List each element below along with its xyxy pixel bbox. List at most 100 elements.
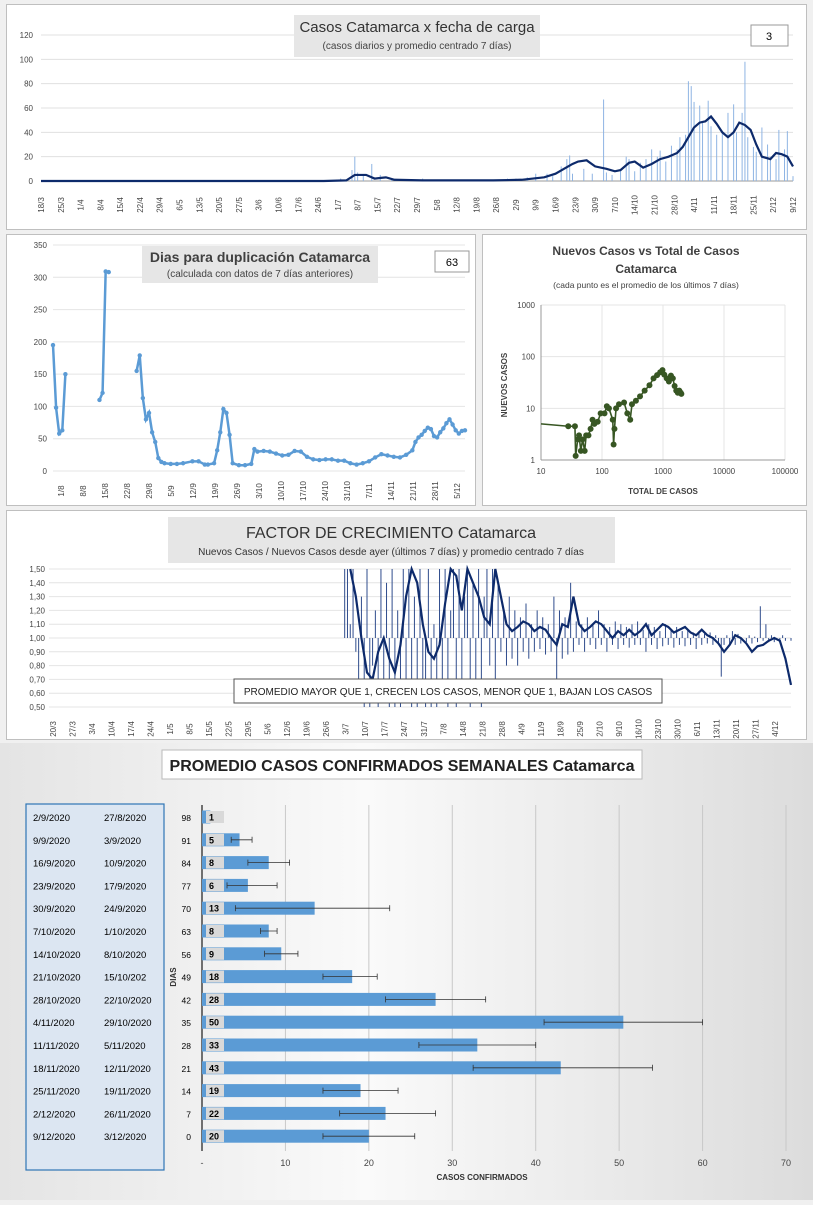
x-tick-label: 100 <box>595 467 609 476</box>
y-tick-label: 350 <box>34 241 48 250</box>
week-start-date: 24/9/2020 <box>104 904 146 915</box>
x-tick-label: 2/10 <box>595 721 604 737</box>
x-tick-label: 5/9 <box>167 485 176 497</box>
doubling-point <box>348 461 353 466</box>
x-tick-label: 15/8 <box>101 483 110 499</box>
doubling-point <box>267 449 273 454</box>
y-tick-label: 1,40 <box>29 579 45 588</box>
data-point <box>571 423 578 430</box>
title-box <box>161 749 643 780</box>
week-end-date: 11/11/2020 <box>33 1041 79 1052</box>
x-tick-label: 28/10 <box>670 194 679 215</box>
data-point <box>579 436 586 443</box>
doubling-point <box>56 431 62 436</box>
week-start-date: 15/10/202 <box>104 973 146 984</box>
growth-factor-chart: 0,50 0,60 0,70 0,80 0,90 1,00 1,10 1,20 1,30 1,40… <box>29 517 793 739</box>
bar-value-label: 13 <box>209 904 219 914</box>
bar-label-bg <box>206 902 224 915</box>
x-tick-label: 22/4 <box>136 197 145 213</box>
data-point <box>587 425 594 432</box>
week-end-date: 7/10/2020 <box>33 927 75 938</box>
x-tick-label: 12/8 <box>453 197 462 213</box>
x-tick-label: 24/4 <box>147 721 156 737</box>
y-tick-label: 100 <box>20 55 34 64</box>
y-tick-label: 10 <box>526 404 535 413</box>
doubling-point <box>252 446 257 452</box>
title-box <box>142 246 378 283</box>
x-tick-label: 2/9 <box>512 199 521 211</box>
week-end-date: 16/9/2020 <box>33 859 75 870</box>
dias-label: 21 <box>182 1064 192 1074</box>
x-tick-label: 26/8 <box>492 197 501 213</box>
y-tick-label: 100 <box>34 402 48 411</box>
x-tick-label: 18/3 <box>37 197 46 213</box>
doubling-point <box>137 353 142 358</box>
doubling-point <box>385 453 390 458</box>
x-tick-label: 14/11 <box>387 481 396 501</box>
chart-subtitle: (calculada con datos de 7 días anteriore… <box>167 269 353 280</box>
doubling-point <box>273 451 279 456</box>
x-tick-label: 29/8 <box>145 483 154 499</box>
weekly-panel: PROMEDIO CASOS CONFIRMADOS SEMANALES Cat… <box>0 743 813 1200</box>
x-tick-label: 31/10 <box>343 480 352 501</box>
doubling-point <box>221 406 226 412</box>
bar-label-bg <box>206 1130 224 1143</box>
y-tick-label: 0,60 <box>29 689 45 698</box>
x-tick-label: 28/11 <box>431 481 440 501</box>
y-tick-label: 0,80 <box>29 662 45 671</box>
week-start-date: 29/10/2020 <box>104 1018 152 1029</box>
doubling-point <box>224 410 229 416</box>
y-tick-label: 250 <box>34 306 48 315</box>
week-start-date: 3/12/2020 <box>104 1132 146 1143</box>
x-tick-label: 28/8 <box>498 721 507 737</box>
chart-title: PROMEDIO CASOS CONFIRMADOS SEMANALES Cat… <box>170 758 635 775</box>
doubling-point <box>168 461 173 467</box>
bar-label-bg <box>206 811 224 823</box>
x-tick-label: 17/10 <box>299 480 308 501</box>
doubling-point <box>249 461 254 467</box>
chart-title: Casos Catamarca x fecha de carga <box>299 19 535 36</box>
doubling-point <box>329 457 334 462</box>
bar-value-label: 28 <box>209 995 219 1005</box>
doubling-point <box>422 428 427 434</box>
note-text: PROMEDIO MAYOR QUE 1, CRECEN LOS CASOS, … <box>244 687 653 698</box>
data-point <box>611 425 618 432</box>
doubling-point <box>413 439 418 445</box>
x-tick-label: 7/8 <box>439 723 448 735</box>
doubling-point <box>218 430 223 435</box>
x-tick-label: 17/4 <box>127 721 136 737</box>
y-tick-label: 50 <box>38 435 47 444</box>
badge-value: 3 <box>766 31 772 43</box>
doubling-point <box>202 462 207 467</box>
doubling-point <box>97 397 102 403</box>
growth-factor-panel: 0,50 0,60 0,70 0,80 0,90 1,00 1,10 1,20 1,30 1,40… <box>6 510 807 740</box>
doubling-point <box>286 452 291 458</box>
data-point <box>637 393 644 400</box>
x-tick-label: 8/5 <box>186 723 195 735</box>
week-start-date: 27/8/2020 <box>104 813 146 824</box>
x-tick-label: 8/7 <box>354 199 363 211</box>
x-tick-label: 25/9 <box>576 721 585 737</box>
doubling-point <box>410 448 415 453</box>
doubling-point <box>341 458 347 463</box>
doubling-point <box>205 462 211 467</box>
doubling-point <box>162 461 167 466</box>
data-point <box>621 399 628 406</box>
x-tick-label: 29/5 <box>244 721 253 737</box>
doubling-point <box>416 435 421 440</box>
chart-subtitle: (casos diarios y promedio centrado 7 día… <box>323 41 512 52</box>
x-tick-label: 14/10 <box>631 194 640 215</box>
bar-value-label: 20 <box>209 1132 219 1142</box>
doubling-point <box>397 455 403 460</box>
x-tick-label: 1/8 <box>57 485 66 497</box>
bar-value-label: 8 <box>209 858 214 868</box>
doubling-point <box>335 458 341 463</box>
week-start-date: 19/11/2020 <box>104 1087 151 1098</box>
data-point <box>609 416 616 423</box>
x-tick-label: 19/8 <box>472 197 481 213</box>
doubling-point <box>214 448 220 453</box>
x-tick-label: 10/10 <box>277 480 286 501</box>
doubling-point <box>419 432 424 438</box>
x-tick-label: 25/11 <box>749 195 758 215</box>
doubling-point <box>153 439 158 445</box>
